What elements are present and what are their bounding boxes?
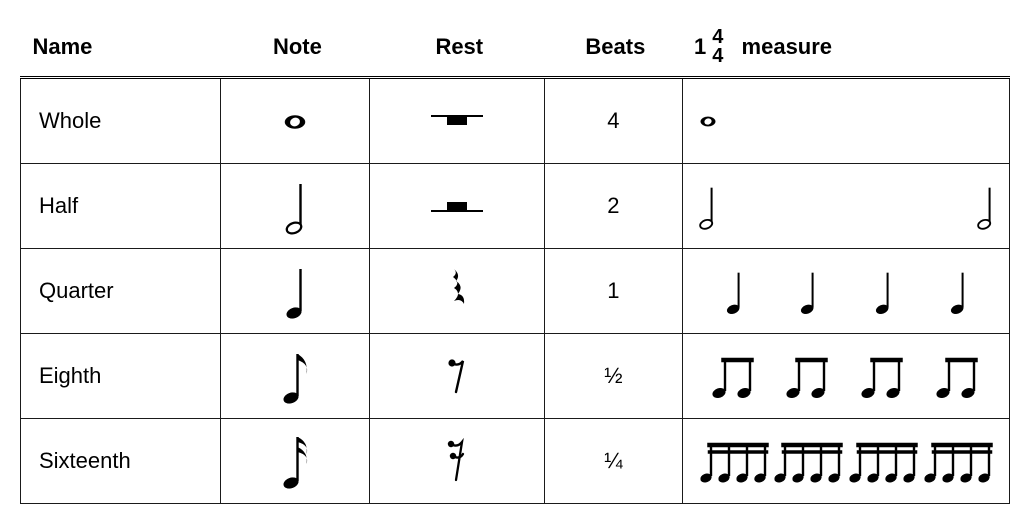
half-measure-icon <box>697 180 717 232</box>
cell-measure <box>682 164 1009 249</box>
cell-rest <box>370 419 545 504</box>
cell-measure <box>682 78 1009 164</box>
quarter-measure-icon <box>798 265 818 317</box>
sixteenth-quad-measure-icon <box>772 436 844 486</box>
cell-note <box>221 164 370 249</box>
eighth-note-icon <box>280 346 310 406</box>
cell-note <box>221 334 370 419</box>
cell-rest <box>370 249 545 334</box>
quarter-measure-icon <box>724 265 744 317</box>
table-row: Half 2 <box>21 164 1010 249</box>
sixteenth-note-icon <box>280 431 310 491</box>
half-note-icon <box>283 176 307 236</box>
cell-measure <box>682 249 1009 334</box>
quarter-measure-icon <box>948 265 968 317</box>
quarter-measure-icon <box>873 265 893 317</box>
cell-beats: 2 <box>545 164 682 249</box>
cell-name: Quarter <box>21 249 221 334</box>
sixteenth-quad-measure-icon <box>922 436 994 486</box>
eighth-pair-measure-icon <box>710 351 758 401</box>
sixteenth-rest-icon <box>444 436 470 486</box>
time-signature: 4 4 <box>712 28 723 66</box>
note-values-table: Name Note Rest Beats 1 4 4 measure Whole… <box>20 20 1010 504</box>
header-row: Name Note Rest Beats 1 4 4 measure <box>21 20 1010 78</box>
quarter-rest-icon <box>445 266 469 316</box>
table-row: Sixteenth ¼ <box>21 419 1010 504</box>
header-rest: Rest <box>370 20 545 78</box>
cell-rest <box>370 334 545 419</box>
cell-beats: ½ <box>545 334 682 419</box>
cell-note <box>221 78 370 164</box>
cell-name: Half <box>21 164 221 249</box>
cell-beats: 1 <box>545 249 682 334</box>
eighth-rest-icon <box>445 354 469 398</box>
cell-name: Eighth <box>21 334 221 419</box>
eighth-pair-measure-icon <box>784 351 832 401</box>
cell-measure <box>682 334 1009 419</box>
cell-rest <box>370 78 545 164</box>
cell-note <box>221 419 370 504</box>
table-row: Whole 4 <box>21 78 1010 164</box>
header-beats: Beats <box>545 20 682 78</box>
cell-rest <box>370 164 545 249</box>
cell-name: Sixteenth <box>21 419 221 504</box>
table-row: Eighth ½ <box>21 334 1010 419</box>
cell-measure <box>682 419 1009 504</box>
measure-prefix: 1 <box>694 34 706 60</box>
cell-note <box>221 249 370 334</box>
whole-note-icon <box>280 112 310 132</box>
table-row: Quarter 1 <box>21 249 1010 334</box>
cell-name: Whole <box>21 78 221 164</box>
header-note: Note <box>221 20 370 78</box>
whole-measure-icon <box>697 114 719 129</box>
half-rest-icon <box>425 191 489 221</box>
eighth-pair-measure-icon <box>934 351 982 401</box>
measure-suffix: measure <box>742 34 833 60</box>
half-measure-icon <box>975 180 995 232</box>
quarter-note-icon <box>283 261 307 321</box>
header-measure: 1 4 4 measure <box>682 20 1009 78</box>
whole-rest-icon <box>425 106 489 136</box>
sixteenth-quad-measure-icon <box>698 436 770 486</box>
header-name: Name <box>21 20 221 78</box>
cell-beats: ¼ <box>545 419 682 504</box>
table-body: Whole 4 Half 2 Quarter 1 Eighth ½ Sixteenth ¼ <box>21 78 1010 504</box>
time-signature-bottom: 4 <box>712 47 723 66</box>
sixteenth-quad-measure-icon <box>847 436 919 486</box>
cell-beats: 4 <box>545 78 682 164</box>
eighth-pair-measure-icon <box>859 351 907 401</box>
